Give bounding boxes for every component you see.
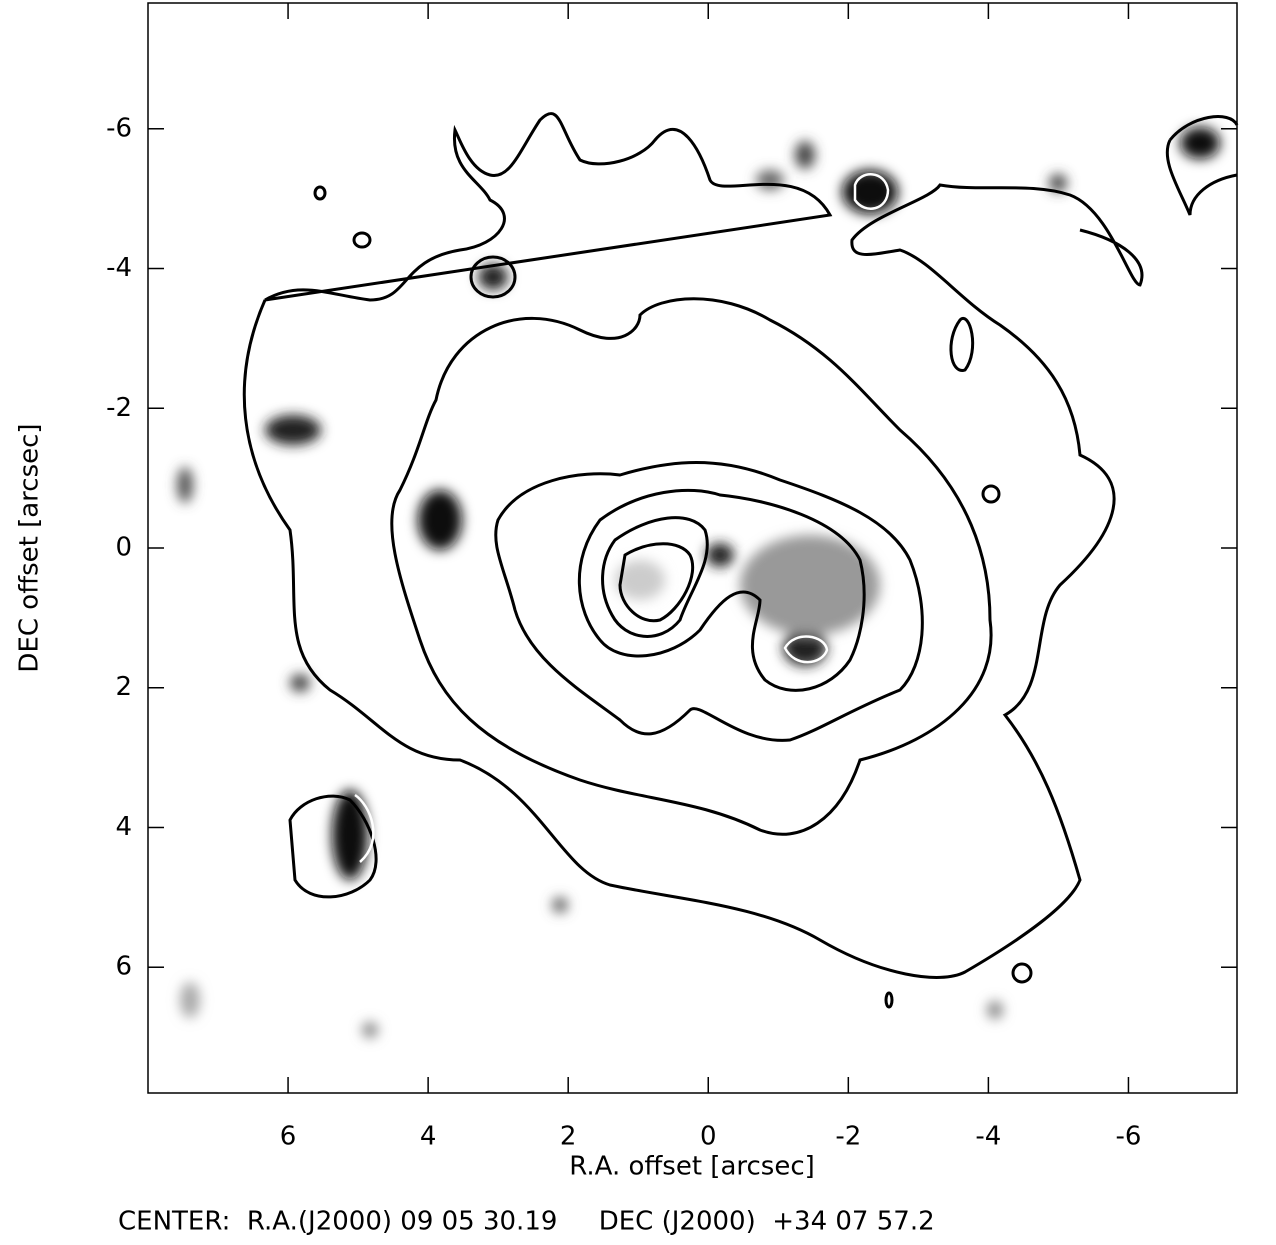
x-tick-label: -2 bbox=[835, 1122, 861, 1152]
y-tick-label: 4 bbox=[115, 812, 132, 842]
x-tick-label: 2 bbox=[560, 1122, 577, 1152]
y-tick-label: -6 bbox=[106, 113, 132, 143]
x-tick-label: -6 bbox=[1115, 1122, 1141, 1152]
contours bbox=[244, 114, 1237, 1007]
y-tick-label: -4 bbox=[106, 253, 132, 283]
x-tick-label: 4 bbox=[420, 1122, 437, 1152]
plot-frame bbox=[148, 3, 1237, 1093]
y-tick-label: -2 bbox=[106, 393, 132, 423]
y-tick-label: 0 bbox=[115, 533, 132, 563]
x-tick-label: -4 bbox=[975, 1122, 1001, 1152]
x-axis-label: R.A. offset [arcsec] bbox=[569, 1152, 815, 1182]
y-tick-label: 2 bbox=[115, 672, 132, 702]
x-tick-label: 6 bbox=[280, 1122, 297, 1152]
y-tick-label: 6 bbox=[115, 952, 132, 982]
x-tick-label: 0 bbox=[700, 1122, 717, 1152]
footer: CENTER: R.A.(J2000) 09 05 30.19 DEC (J20… bbox=[118, 1207, 935, 1237]
chart: R.A. offset [arcsec] DEC offset [arcsec]… bbox=[0, 0, 1276, 1241]
y-axis-label: DEC offset [arcsec] bbox=[15, 423, 45, 672]
